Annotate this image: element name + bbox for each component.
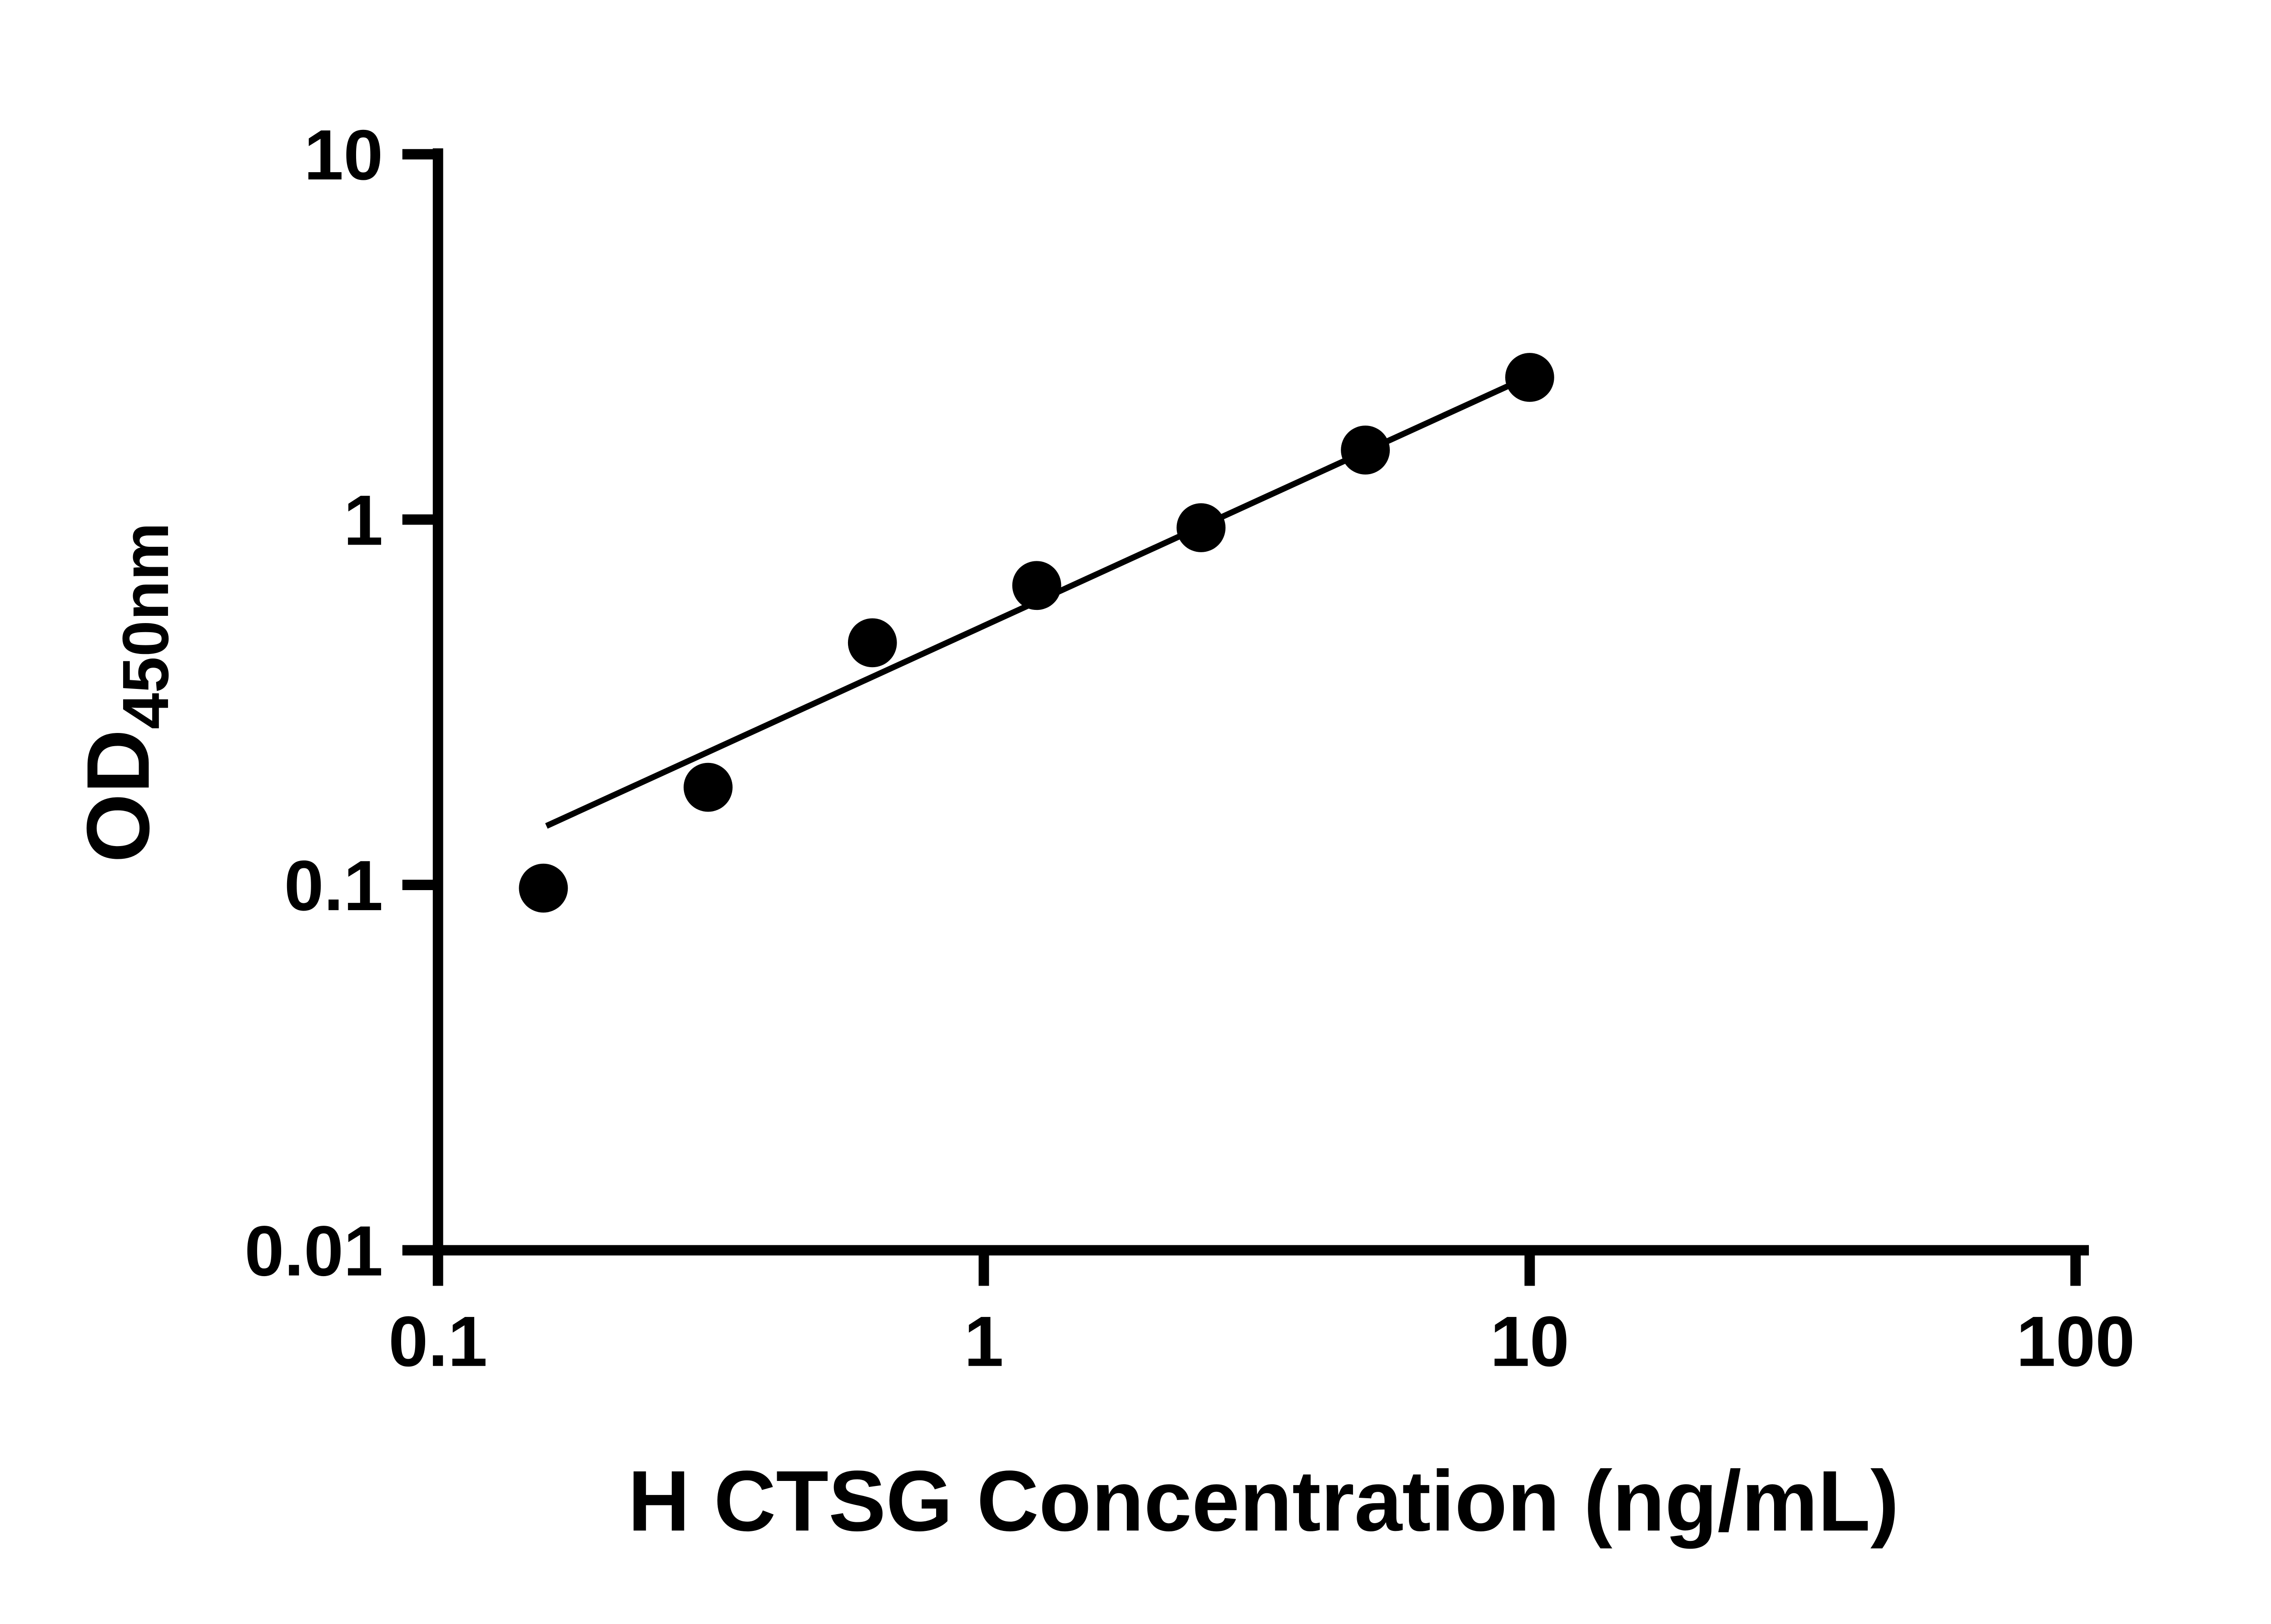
- data-point: [1012, 561, 1061, 610]
- axes-frame: [432, 148, 2089, 1256]
- y-axis-title-main: OD: [68, 729, 168, 863]
- x-axis-title: H CTSG Concentration (ng/mL): [628, 1453, 1899, 1549]
- y-tick-label: 0.01: [244, 1212, 383, 1291]
- y-axis-title: OD450nm: [68, 523, 182, 863]
- y-axis-title-subscript: 450nm: [109, 523, 182, 729]
- data-point: [1505, 353, 1554, 402]
- y-tick-label: 1: [343, 481, 383, 560]
- data-point: [1176, 503, 1226, 552]
- y-tick-label: 0.1: [284, 846, 383, 926]
- data-point: [1341, 426, 1390, 475]
- x-tick-label: 0.1: [388, 1302, 487, 1381]
- data-point: [519, 863, 568, 913]
- x-tick-label: 10: [1490, 1302, 1569, 1381]
- data-point: [684, 762, 733, 812]
- x-tick-label: 1: [964, 1302, 1003, 1381]
- x-tick-label: 100: [2016, 1302, 2135, 1381]
- data-point: [848, 618, 897, 668]
- y-tick-label: 10: [304, 115, 383, 195]
